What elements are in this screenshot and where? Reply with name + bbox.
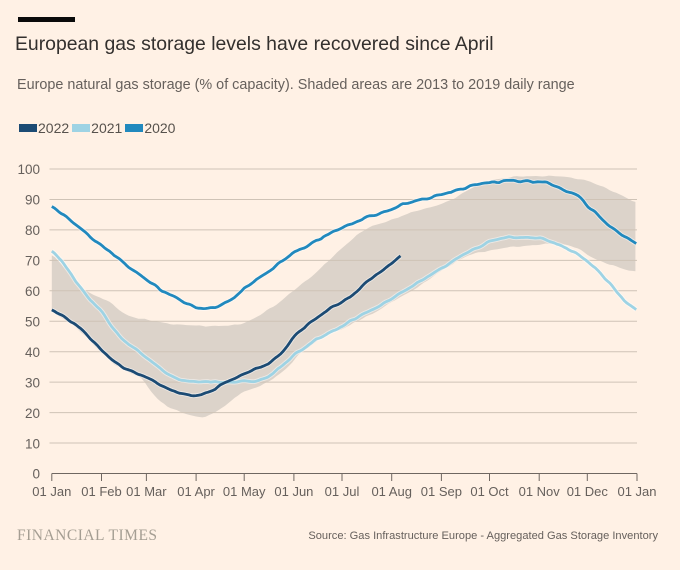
svg-text:01 Jan: 01 Jan [32,484,71,499]
svg-text:01 Dec: 01 Dec [567,484,609,499]
svg-text:01 Feb: 01 Feb [81,484,121,499]
svg-text:70: 70 [25,254,40,269]
svg-text:0: 0 [32,467,40,482]
svg-text:01 Jan: 01 Jan [617,484,656,499]
svg-text:40: 40 [25,345,40,360]
svg-text:20: 20 [25,406,40,421]
svg-text:01 Nov: 01 Nov [519,484,561,499]
svg-text:01 Oct: 01 Oct [470,484,509,499]
svg-text:30: 30 [25,375,40,390]
svg-text:01 Apr: 01 Apr [177,484,215,499]
svg-text:100: 100 [17,162,40,177]
svg-text:50: 50 [25,314,40,329]
svg-text:10: 10 [25,436,40,451]
svg-text:01 Aug: 01 Aug [371,484,412,499]
svg-text:01 Jun: 01 Jun [274,484,313,499]
svg-text:01 Mar: 01 Mar [126,484,167,499]
svg-text:80: 80 [25,223,40,238]
svg-text:01 Jul: 01 Jul [325,484,360,499]
svg-text:90: 90 [25,193,40,208]
svg-text:60: 60 [25,284,40,299]
svg-text:01 Sep: 01 Sep [421,484,462,499]
svg-text:01 May: 01 May [223,484,266,499]
